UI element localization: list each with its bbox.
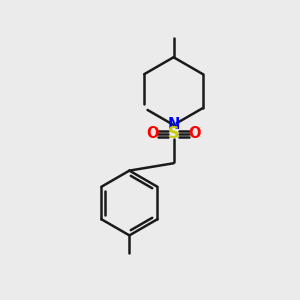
- Text: N: N: [167, 118, 180, 133]
- Text: S: S: [168, 126, 179, 141]
- Text: O: O: [188, 126, 201, 141]
- Text: O: O: [146, 126, 159, 141]
